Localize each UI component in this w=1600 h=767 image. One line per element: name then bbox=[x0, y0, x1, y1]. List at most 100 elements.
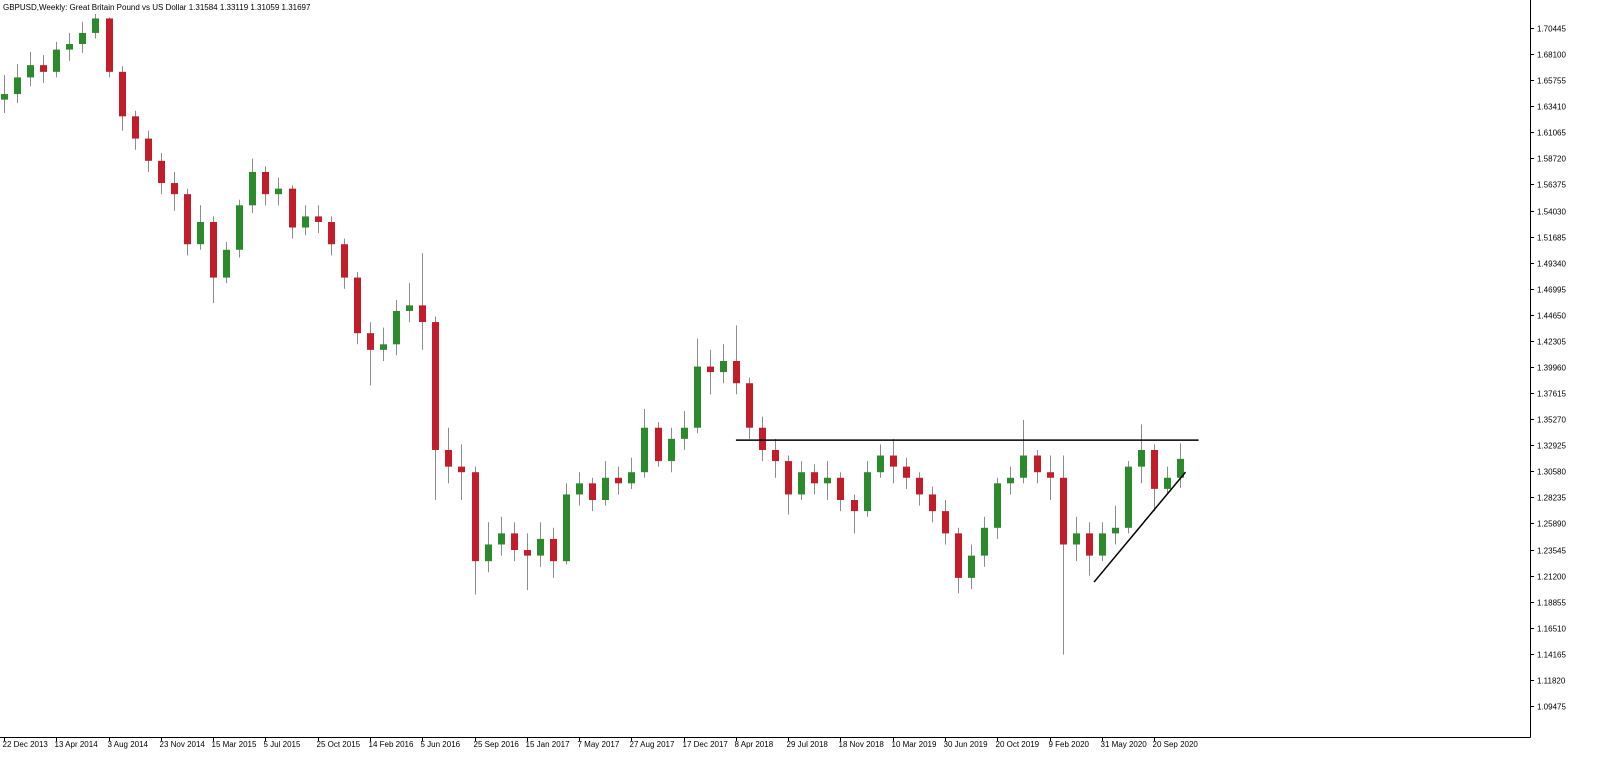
candle-body bbox=[275, 188, 282, 195]
y-tick-label: 1.23545 bbox=[1537, 547, 1566, 556]
y-tick-label: 1.39960 bbox=[1537, 364, 1566, 373]
candle-body bbox=[184, 194, 191, 245]
y-tick-label: 1.42305 bbox=[1537, 338, 1566, 347]
x-tick-label: 30 Jun 2019 bbox=[944, 740, 989, 749]
y-tick-label: 1.14165 bbox=[1537, 651, 1566, 660]
y-tick-label: 1.37615 bbox=[1537, 390, 1566, 399]
candle-body bbox=[445, 449, 452, 467]
candle-body bbox=[380, 344, 387, 350]
candle-body bbox=[472, 472, 479, 562]
candle-body bbox=[106, 18, 113, 72]
candle-body bbox=[262, 171, 269, 195]
candle-body bbox=[981, 527, 988, 556]
candle-body bbox=[1138, 449, 1145, 467]
x-tick-label: 25 Oct 2015 bbox=[317, 740, 361, 749]
candle-body bbox=[79, 32, 86, 45]
candle-body bbox=[341, 244, 348, 278]
candle-body bbox=[668, 438, 675, 462]
candle-body bbox=[1112, 527, 1119, 534]
candle-body bbox=[707, 366, 714, 373]
candle-body bbox=[223, 249, 230, 278]
x-tick-label: 18 Nov 2018 bbox=[839, 740, 885, 749]
candle-body bbox=[994, 483, 1001, 528]
y-tick-label: 1.25890 bbox=[1537, 520, 1566, 529]
candle-body bbox=[916, 477, 923, 495]
x-tick-label: 14 Feb 2016 bbox=[369, 740, 414, 749]
x-tick-label: 17 Dec 2017 bbox=[683, 740, 729, 749]
candle-body bbox=[119, 71, 126, 117]
y-tick-label: 1.46995 bbox=[1537, 286, 1566, 295]
x-tick-label: 31 May 2020 bbox=[1101, 740, 1148, 749]
x-tick-label: 20 Oct 2019 bbox=[996, 740, 1040, 749]
candle-body bbox=[641, 427, 648, 473]
candle-body bbox=[249, 171, 256, 206]
y-tick-label: 1.54030 bbox=[1537, 208, 1566, 217]
x-tick-label: 20 Sep 2020 bbox=[1153, 740, 1199, 749]
y-tick-label: 1.32925 bbox=[1537, 442, 1566, 451]
candle-body bbox=[811, 472, 818, 484]
candle-body bbox=[1086, 533, 1093, 556]
x-tick-label: 13 Apr 2014 bbox=[55, 740, 99, 749]
candle-body bbox=[1047, 472, 1054, 478]
candle-body bbox=[406, 305, 413, 311]
y-tick-label: 1.68100 bbox=[1537, 51, 1566, 60]
candle-body bbox=[92, 18, 99, 33]
y-tick-label: 1.09475 bbox=[1537, 703, 1566, 712]
y-tick-label: 1.35270 bbox=[1537, 416, 1566, 425]
candle-body bbox=[537, 538, 544, 556]
candle-body bbox=[302, 216, 309, 228]
y-tick-label: 1.30580 bbox=[1537, 468, 1566, 477]
candle-body bbox=[864, 472, 871, 512]
candle-body bbox=[733, 360, 740, 384]
candle-body bbox=[419, 305, 426, 323]
y-tick-label: 1.63410 bbox=[1537, 103, 1566, 112]
candle-body bbox=[1177, 458, 1184, 478]
candle-body bbox=[615, 477, 622, 484]
candle-body bbox=[40, 65, 47, 72]
y-tick-label: 1.70445 bbox=[1537, 25, 1566, 34]
candle-body bbox=[1073, 533, 1080, 545]
y-tick-label: 1.58720 bbox=[1537, 155, 1566, 164]
candle-body bbox=[681, 427, 688, 439]
candle-body bbox=[1164, 477, 1171, 489]
candle-body bbox=[903, 466, 910, 478]
x-tick-label: 25 Sep 2016 bbox=[474, 740, 520, 749]
candle-body bbox=[550, 538, 557, 562]
candle-body bbox=[132, 116, 139, 139]
y-tick-label: 1.11820 bbox=[1537, 677, 1566, 686]
candle-body bbox=[968, 555, 975, 578]
candle-body bbox=[628, 472, 635, 484]
candle-body bbox=[511, 533, 518, 551]
x-tick-label: 8 Apr 2018 bbox=[735, 740, 774, 749]
candle-body bbox=[1099, 533, 1106, 556]
trend-line bbox=[1093, 471, 1187, 583]
candle-body bbox=[197, 221, 204, 245]
candle-body bbox=[1, 94, 8, 100]
candle-body bbox=[929, 494, 936, 512]
candle-body bbox=[458, 466, 465, 473]
candle-body bbox=[354, 277, 361, 334]
candle-body bbox=[890, 455, 897, 467]
candle-body bbox=[759, 427, 766, 450]
candle-body bbox=[720, 360, 727, 373]
candle-body bbox=[589, 483, 596, 501]
x-tick-label: 3 Aug 2014 bbox=[108, 740, 149, 749]
candle-body bbox=[1125, 466, 1132, 528]
candle-body bbox=[14, 77, 21, 95]
candle-body bbox=[158, 160, 165, 184]
x-tick-label: 15 Jan 2017 bbox=[526, 740, 571, 749]
candle-body bbox=[942, 511, 949, 534]
candle-body bbox=[66, 44, 73, 50]
candle-body bbox=[236, 205, 243, 250]
candle-body bbox=[655, 427, 662, 462]
candle-body bbox=[694, 366, 701, 428]
y-tick-label: 1.21200 bbox=[1537, 573, 1566, 582]
candle-body bbox=[824, 477, 831, 484]
candle-body bbox=[837, 477, 844, 501]
candle-body bbox=[798, 472, 805, 495]
candle-body bbox=[772, 449, 779, 462]
candle-body bbox=[53, 49, 60, 72]
y-tick-label: 1.16510 bbox=[1537, 625, 1566, 634]
